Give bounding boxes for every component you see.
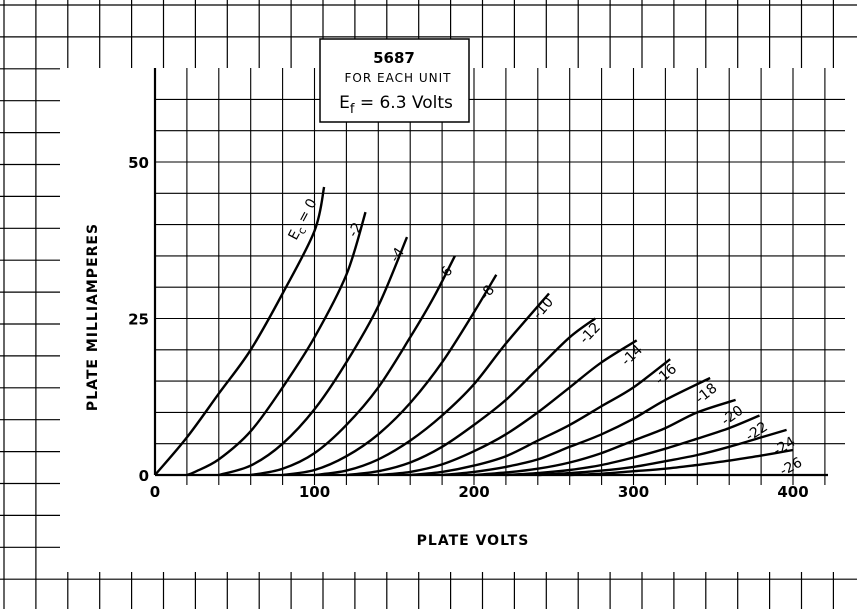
x-axis-label: PLATE VOLTS <box>417 533 530 549</box>
x-tick-label: 100 <box>299 483 330 501</box>
curve-ec--14 <box>378 339 638 477</box>
curve-ec--26 <box>569 448 794 477</box>
chart-title: 5687 <box>373 49 415 67</box>
title-box: 5687 FOR EACH UNIT Ef = 6.3 Volts <box>319 38 470 123</box>
heater-voltage-sub: f <box>350 102 355 117</box>
y-tick-label: 25 <box>128 311 149 329</box>
plot-grid <box>155 68 845 485</box>
curve-ec--6 <box>250 255 456 477</box>
tick-labels: 0 100 200 300 400 0 25 50 <box>128 154 809 501</box>
x-tick-label: 0 <box>150 483 160 501</box>
chart-subtitle: FOR EACH UNIT <box>345 71 452 85</box>
curve-ec--4 <box>218 236 409 477</box>
axes <box>153 68 828 477</box>
heater-voltage-suffix: = 6.3 Volts <box>354 93 453 113</box>
curve-ec-0 <box>154 186 326 476</box>
title-box-frame <box>319 38 470 123</box>
curve-ec--22 <box>505 414 760 477</box>
heater-voltage-prefix: E <box>339 93 350 113</box>
heater-voltage: Ef = 6.3 Volts <box>339 93 453 117</box>
plot-panel <box>60 68 857 572</box>
x-tick-label: 300 <box>618 483 649 501</box>
curve-ec--2 <box>186 211 367 477</box>
curve-ec--10 <box>314 292 550 477</box>
curve-ec--24 <box>537 428 787 477</box>
x-tick-label: 200 <box>458 483 489 501</box>
curve-ec--12 <box>346 317 596 477</box>
curve-ec--18 <box>441 376 711 477</box>
curve-ec--20 <box>473 398 736 477</box>
curves <box>154 186 794 477</box>
y-axis-label: PLATE MILLIAMPERES <box>85 223 101 411</box>
y-tick-label: 50 <box>128 154 149 172</box>
curve-ec--16 <box>410 358 671 477</box>
series-sub: c <box>295 225 309 236</box>
y-tick-label: 0 <box>139 467 149 485</box>
x-tick-label: 400 <box>777 483 808 501</box>
curve-ec--8 <box>282 274 498 477</box>
